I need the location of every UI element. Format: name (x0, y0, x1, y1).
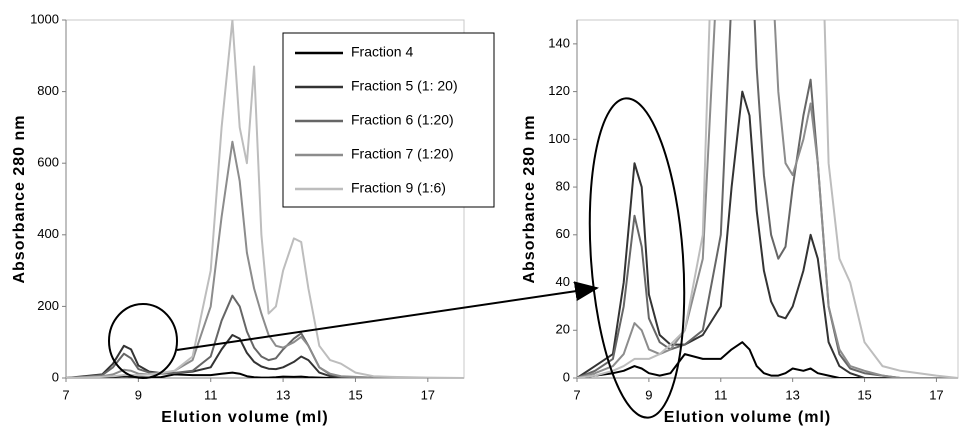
y-tick-label: 100 (548, 131, 570, 146)
y-tick-label: 80 (556, 179, 570, 194)
series-line (577, 20, 958, 378)
x-tick-label: 9 (135, 387, 142, 402)
x-tick-label: 15 (348, 387, 362, 402)
series-line (577, 20, 958, 378)
y-tick-label: 400 (37, 226, 59, 241)
series-line (577, 341, 958, 378)
y-tick-label: 120 (548, 83, 570, 98)
y-tick-label: 1000 (30, 11, 59, 26)
y-axis-title: Absorbance 280 nm (11, 114, 28, 283)
y-axis-title: Absorbance 280 nm (521, 114, 538, 283)
x-tick-label: 7 (573, 387, 580, 402)
x-tick-label: 17 (929, 387, 943, 402)
series-line (66, 334, 464, 378)
x-tick-label: 17 (421, 387, 435, 402)
legend-label: Fraction 9 (1:6) (351, 180, 446, 196)
series-line (66, 140, 464, 378)
legend-label: Fraction 4 (351, 44, 413, 60)
legend-label: Fraction 7 (1:20) (351, 146, 454, 162)
series-line (577, 20, 958, 378)
y-tick-label: 200 (37, 298, 59, 313)
y-tick-label: 600 (37, 155, 59, 170)
y-tick-label: 40 (556, 274, 570, 289)
y-tick-label: 0 (52, 369, 59, 384)
x-axis-title: Elution volume (ml) (664, 409, 831, 426)
y-tick-label: 140 (548, 35, 570, 50)
y-tick-label: 800 (37, 83, 59, 98)
x-tick-label: 13 (276, 387, 290, 402)
y-tick-label: 60 (556, 226, 570, 241)
legend-label: Fraction 5 (1: 20) (351, 78, 458, 94)
y-tick-label: 0 (563, 369, 570, 384)
x-tick-label: 9 (645, 387, 652, 402)
x-tick-label: 11 (204, 387, 218, 402)
zoom-arrow (176, 281, 599, 351)
x-tick-label: 11 (714, 387, 728, 402)
legend-label: Fraction 6 (1:20) (351, 112, 454, 128)
x-tick-label: 13 (785, 387, 799, 402)
series-line (577, 90, 958, 378)
x-axis-title: Elution volume (ml) (161, 409, 328, 426)
highlight-ellipse (588, 97, 686, 419)
x-tick-label: 15 (857, 387, 871, 402)
series-line (66, 20, 464, 378)
y-tick-label: 20 (556, 322, 570, 337)
highlight-ellipse (108, 303, 178, 379)
series-group (577, 20, 958, 378)
x-tick-label: 7 (62, 387, 69, 402)
